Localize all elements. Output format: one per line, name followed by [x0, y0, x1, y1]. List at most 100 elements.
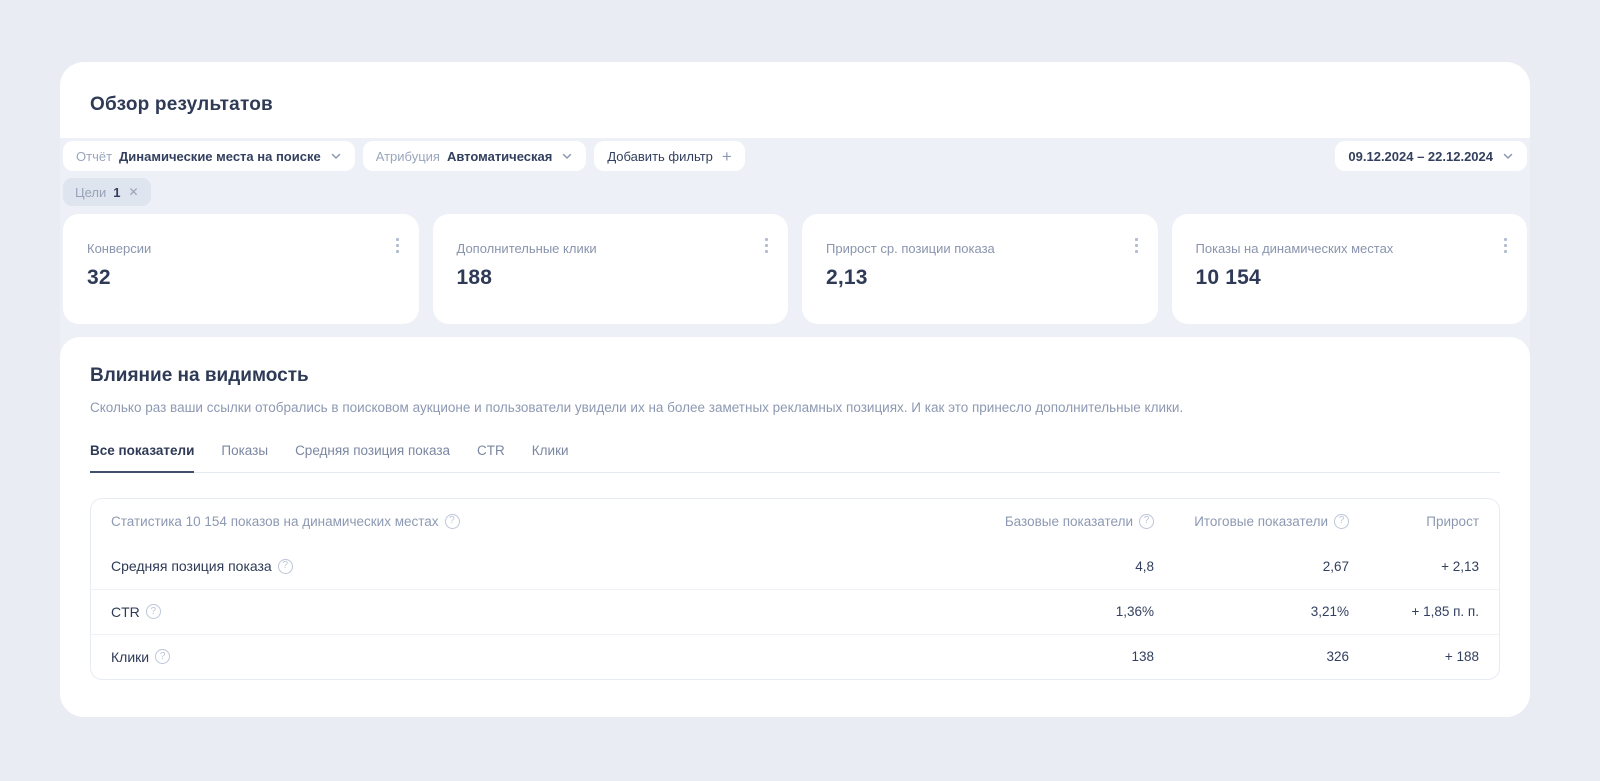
tab-avg-position[interactable]: Средняя позиция показа [295, 443, 450, 473]
table-row: CTR ? 1,36% 3,21% + 1,85 п. п. [91, 588, 1499, 634]
help-icon[interactable]: ? [1139, 513, 1154, 529]
table-body: Средняя позиция показа ? 4,8 2,67 + 2,13… [91, 544, 1499, 679]
card-menu-button[interactable] [1498, 232, 1513, 259]
attribution-select-value: Автоматическая [446, 148, 553, 164]
section-description: Сколько раз ваши ссылки отобрались в пои… [90, 400, 1184, 415]
help-icon[interactable]: ? [1334, 513, 1349, 529]
table-title-cell: Статистика 10 154 показов на динамически… [111, 513, 964, 529]
card-menu-button[interactable] [1129, 232, 1144, 259]
kebab-dot [1134, 250, 1138, 253]
visibility-section: Влияние на видимость Сколько раз ваши сс… [60, 337, 1530, 717]
panel-header: Обзор результатов [60, 62, 1530, 138]
metric-card-dynamic-impressions: Показы на динамических местах 10 154 [1171, 214, 1527, 324]
kebab-dot [765, 250, 768, 253]
row-base-value: 4,8 [1135, 558, 1154, 574]
metric-tabs: Все показатели Показы Средняя позиция по… [90, 443, 1500, 473]
kebab-icon [765, 238, 768, 253]
column-header-label: Итоговые показатели [1194, 513, 1328, 529]
attribution-select-label: Атрибуция [375, 148, 440, 164]
metric-value: 188 [456, 266, 493, 289]
metric-cards-row: Конверсии 32 Дополнительные клики 188 Пр… [63, 214, 1527, 324]
metric-label: Дополнительные клики [456, 241, 597, 256]
metric-label: Показы на динамических местах [1195, 241, 1394, 256]
filter-group: Отчёт Динамические места на поиске Атриб… [63, 141, 745, 171]
kebab-dot [1134, 238, 1138, 241]
tab-clicks[interactable]: Клики [532, 443, 569, 473]
column-header-growth: Прирост [1349, 514, 1479, 529]
kebab-icon [1504, 238, 1507, 253]
kebab-dot [1504, 250, 1507, 253]
filter-row: Отчёт Динамические места на поиске Атриб… [63, 141, 1527, 171]
column-header-label: Базовые показатели [1004, 513, 1133, 529]
date-range-select[interactable]: 09.12.2024 – 22.12.2024 [1335, 141, 1527, 171]
metric-card-conversions: Конверсии 32 [63, 214, 419, 324]
help-icon[interactable]: ? [145, 604, 161, 620]
add-filter-label: Добавить фильтр [607, 148, 713, 164]
row-metric-cell: Средняя позиция показа ? [111, 558, 964, 574]
kebab-dot [395, 244, 399, 247]
column-header-final: Итоговые показатели ? [1154, 513, 1349, 529]
row-base-value: 138 [1131, 649, 1154, 665]
card-menu-button[interactable] [390, 232, 405, 259]
metric-card-extra-clicks: Дополнительные клики 188 [432, 214, 788, 324]
kebab-dot [395, 238, 399, 241]
row-metric-label: Клики [111, 648, 150, 665]
section-title: Влияние на видимость [90, 365, 309, 386]
metric-card-avg-position-growth: Прирост ср. позиции показа 2,13 [802, 214, 1158, 324]
chevron-down-icon [330, 150, 342, 162]
column-header-label: Прирост [1426, 513, 1479, 529]
kebab-dot [1504, 238, 1507, 241]
row-metric-cell: Клики ? [111, 649, 964, 665]
row-final-value: 2,67 [1322, 558, 1349, 574]
report-select[interactable]: Отчёт Динамические места на поиске [63, 141, 355, 171]
metric-label: Прирост ср. позиции показа [826, 241, 995, 256]
close-icon[interactable]: ✕ [128, 185, 139, 199]
goals-chip-label: Цели [75, 184, 107, 200]
tab-ctr[interactable]: CTR [477, 443, 505, 473]
kebab-icon [395, 238, 399, 253]
report-select-value: Динамические места на поиске [119, 148, 321, 164]
row-metric-cell: CTR ? [111, 604, 964, 620]
kebab-icon [1134, 238, 1138, 253]
applied-filters-row: Цели 1 ✕ [63, 178, 1527, 206]
row-metric-label: CTR [111, 603, 140, 620]
row-growth-value: + 1,85 п. п. [1411, 604, 1479, 620]
kebab-dot [1134, 244, 1138, 247]
table-header-row: Статистика 10 154 показов на динамически… [91, 499, 1499, 544]
metric-value: 32 [87, 266, 111, 289]
goals-filter-chip[interactable]: Цели 1 ✕ [63, 178, 151, 206]
attribution-select[interactable]: Атрибуция Автоматическая [362, 141, 587, 171]
help-icon[interactable]: ? [155, 649, 171, 665]
table-row: Средняя позиция показа ? 4,8 2,67 + 2,13 [91, 544, 1499, 589]
report-select-label: Отчёт [76, 148, 113, 164]
metric-value: 2,13 [826, 266, 868, 289]
chevron-down-icon [561, 150, 573, 162]
add-filter-button[interactable]: Добавить фильтр + [594, 141, 745, 171]
tab-all-metrics[interactable]: Все показатели [90, 443, 195, 473]
row-final-value: 326 [1326, 649, 1349, 665]
kebab-dot [765, 238, 768, 241]
column-header-base: Базовые показатели ? [964, 513, 1154, 529]
kebab-dot [395, 250, 399, 253]
metric-value: 10 154 [1195, 266, 1261, 289]
results-overview-panel: Обзор результатов Отчёт Динамические мес… [60, 62, 1530, 717]
card-menu-button[interactable] [759, 232, 774, 259]
date-range-value: 09.12.2024 – 22.12.2024 [1348, 148, 1493, 164]
stats-table: Статистика 10 154 показов на динамически… [90, 497, 1500, 680]
filters-and-metrics-band: Отчёт Динамические места на поиске Атриб… [60, 138, 1530, 357]
plus-icon: + [721, 146, 732, 166]
chevron-down-icon [1502, 150, 1514, 162]
help-icon[interactable]: ? [444, 513, 460, 529]
row-growth-value: + 188 [1444, 649, 1479, 665]
kebab-dot [765, 244, 768, 247]
help-icon[interactable]: ? [277, 558, 293, 574]
row-base-value: 1,36% [1115, 604, 1154, 620]
row-final-value: 3,21% [1310, 604, 1349, 620]
row-metric-label: Средняя позиция показа [111, 558, 272, 575]
table-row: Клики ? 138 326 + 188 [91, 633, 1499, 679]
kebab-dot [1504, 244, 1507, 247]
tab-impressions[interactable]: Показы [221, 443, 268, 473]
page-title: Обзор результатов [90, 94, 273, 115]
goals-chip-count: 1 [113, 184, 121, 200]
table-title: Статистика 10 154 показов на динамически… [111, 513, 439, 529]
